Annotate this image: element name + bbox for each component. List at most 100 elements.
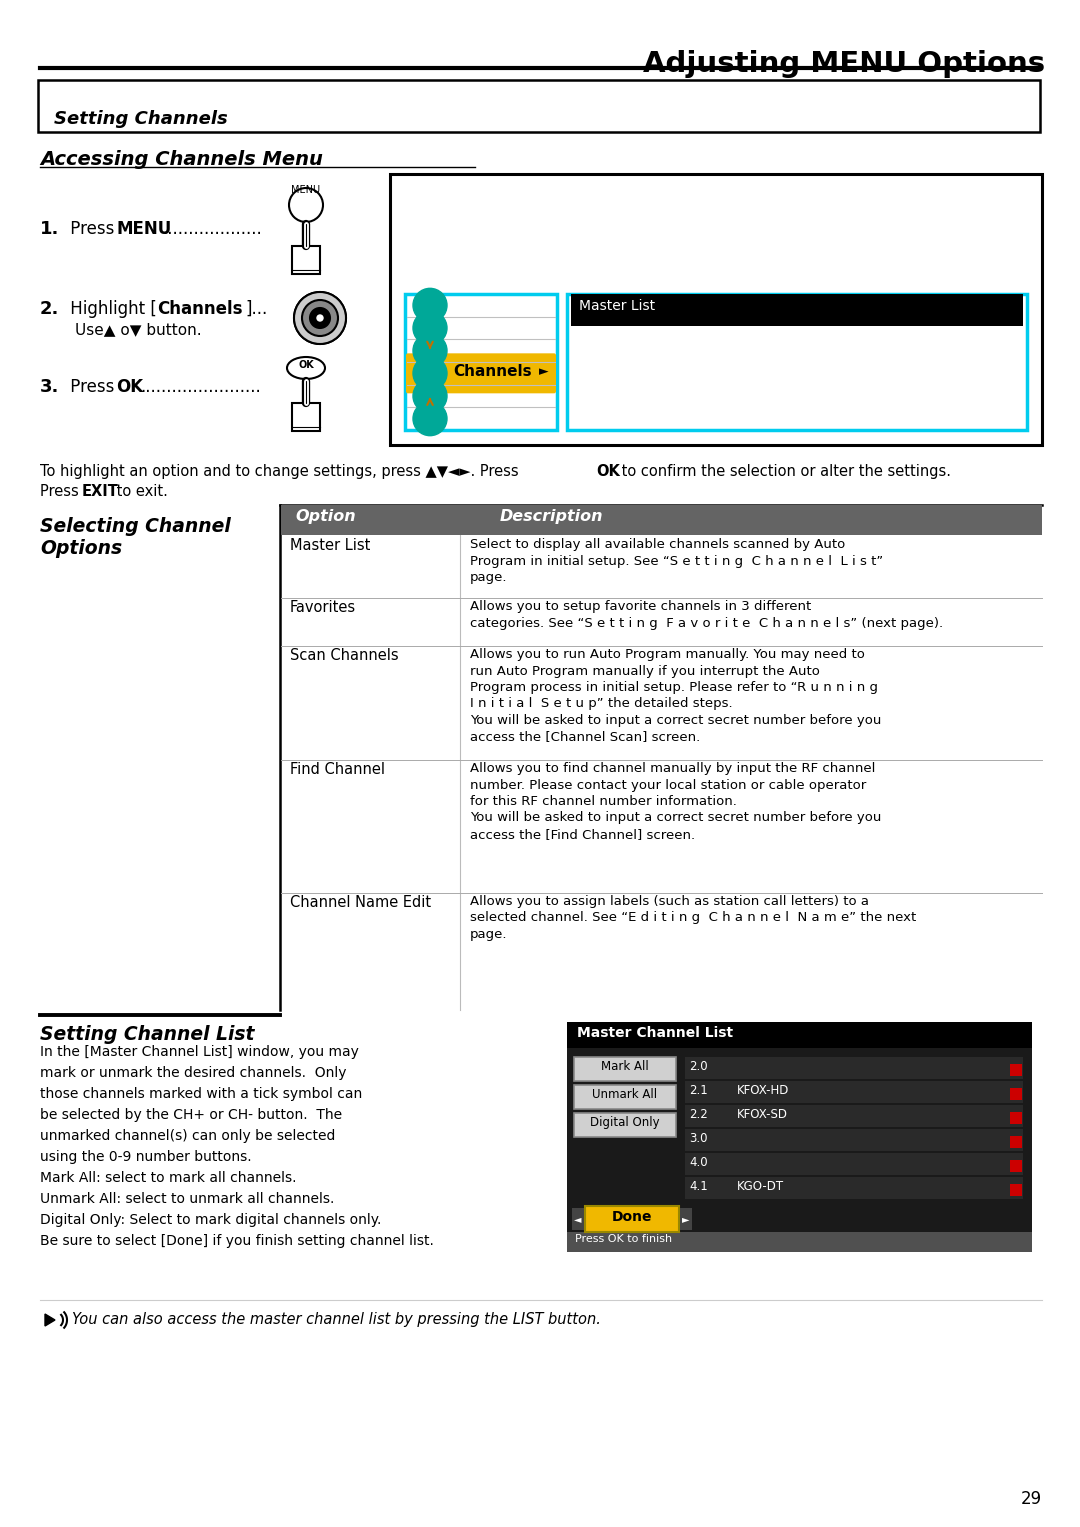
Text: using the 0-9 number buttons.: using the 0-9 number buttons. [40,1150,252,1164]
FancyBboxPatch shape [405,295,557,431]
Text: Select to display all available channels scanned by Auto: Select to display all available channels… [470,538,846,551]
Circle shape [310,308,330,328]
FancyBboxPatch shape [585,1206,679,1232]
Text: Program process in initial setup. Please refer to “R u n n i n g: Program process in initial setup. Please… [470,681,878,693]
FancyBboxPatch shape [1010,1161,1022,1173]
Text: Press: Press [65,220,120,238]
Text: 4.1: 4.1 [689,1180,707,1193]
Text: 4.0: 4.0 [689,1156,707,1170]
Text: Mark All: select to mark all channels.: Mark All: select to mark all channels. [40,1171,297,1185]
Text: Allows you to setup favorite channels in 3 different: Allows you to setup favorite channels in… [470,600,811,612]
Text: MENU: MENU [292,185,321,195]
Text: run Auto Program manually if you interrupt the Auto: run Auto Program manually if you interru… [470,664,820,678]
Text: Adjusting MENU Options: Adjusting MENU Options [643,50,1045,78]
FancyBboxPatch shape [685,1106,1023,1127]
Text: Mark All: Mark All [602,1060,649,1073]
Text: Scan Channels: Scan Channels [291,647,399,663]
Text: Digital Only: Select to mark digital channels only.: Digital Only: Select to mark digital cha… [40,1212,381,1228]
Text: Unmark All: Unmark All [593,1089,658,1101]
Text: 3.: 3. [40,379,59,395]
Text: 2.: 2. [40,299,59,318]
Text: Unmark All: select to unmark all channels.: Unmark All: select to unmark all channel… [40,1193,335,1206]
FancyBboxPatch shape [685,1081,1023,1102]
Circle shape [413,334,447,368]
Text: Press OK to finish: Press OK to finish [575,1234,672,1245]
Text: Press: Press [40,484,83,499]
Text: 1.: 1. [40,220,59,238]
Text: KFOX-SD: KFOX-SD [737,1109,788,1121]
Text: OK: OK [298,360,314,370]
Polygon shape [292,246,320,273]
Text: Highlight [: Highlight [ [65,299,157,318]
FancyBboxPatch shape [573,1057,676,1081]
Text: KFOX-HD: KFOX-HD [737,1084,789,1096]
Circle shape [413,379,447,412]
FancyBboxPatch shape [573,1086,676,1109]
FancyBboxPatch shape [680,1208,692,1231]
Text: Allows you to find channel manually by input the RF channel: Allows you to find channel manually by i… [470,762,876,776]
Text: access the [Find Channel] screen.: access the [Find Channel] screen. [470,828,696,841]
Text: Master Channel List: Master Channel List [577,1026,733,1040]
Circle shape [302,299,338,336]
Text: Setting Channel List: Setting Channel List [40,1025,255,1044]
FancyBboxPatch shape [685,1153,1023,1174]
Text: unmarked channel(s) can only be selected: unmarked channel(s) can only be selected [40,1128,336,1144]
Text: Allows you to run Auto Program manually. You may need to: Allows you to run Auto Program manually.… [470,647,865,661]
Text: Option: Option [295,508,355,524]
Text: You will be asked to input a correct secret number before you: You will be asked to input a correct sec… [470,715,881,727]
Circle shape [413,289,447,322]
Circle shape [294,292,346,344]
FancyBboxPatch shape [567,1048,1032,1248]
Text: to exit.: to exit. [112,484,167,499]
Text: access the [Channel Scan] screen.: access the [Channel Scan] screen. [470,730,700,744]
Text: Accessing Channels Menu: Accessing Channels Menu [40,150,323,169]
Text: 2.2: 2.2 [689,1109,707,1121]
Text: Master List: Master List [291,538,370,553]
Text: Options: Options [40,539,122,557]
FancyBboxPatch shape [406,353,556,394]
FancyBboxPatch shape [567,1022,1032,1048]
Text: You will be asked to input a correct secret number before you: You will be asked to input a correct sec… [470,811,881,825]
Text: Be sure to select [Done] if you finish setting channel list.: Be sure to select [Done] if you finish s… [40,1234,434,1248]
Text: be selected by the CH+ or CH- button.  The: be selected by the CH+ or CH- button. Th… [40,1109,342,1122]
FancyBboxPatch shape [390,174,1042,444]
Text: Allows you to assign labels (such as station call letters) to a: Allows you to assign labels (such as sta… [470,895,869,909]
Polygon shape [292,403,320,431]
FancyBboxPatch shape [571,295,1023,325]
Text: 2.1: 2.1 [689,1084,707,1096]
Text: Channels: Channels [157,299,243,318]
Text: Press: Press [65,379,120,395]
Text: KGO-DT: KGO-DT [737,1180,784,1193]
FancyBboxPatch shape [1010,1183,1022,1196]
Text: categories. See “S e t t i n g  F a v o r i t e  C h a n n e l s” (next page).: categories. See “S e t t i n g F a v o r… [470,617,943,629]
Circle shape [294,292,346,344]
Text: ...................: ................... [162,220,261,238]
Text: ►: ► [539,365,549,377]
FancyBboxPatch shape [1010,1064,1022,1077]
Text: Channel Name Edit: Channel Name Edit [291,895,431,910]
Text: Digital Only: Digital Only [590,1116,660,1128]
Text: to confirm the selection or alter the settings.: to confirm the selection or alter the se… [617,464,951,479]
Circle shape [413,402,447,435]
Text: 29: 29 [1021,1490,1042,1509]
Text: number. Please contact your local station or cable operator: number. Please contact your local statio… [470,779,866,791]
Text: Channels: Channels [453,363,531,379]
Text: Use▲ o▼ button.: Use▲ o▼ button. [75,322,202,337]
Text: Program in initial setup. See “S e t t i n g  C h a n n e l  L i s t”: Program in initial setup. See “S e t t i… [470,554,883,568]
Text: Favorites: Favorites [291,600,356,615]
Text: OK: OK [116,379,144,395]
FancyBboxPatch shape [281,505,1042,534]
Text: EXIT: EXIT [82,484,119,499]
Text: You can also access the master channel list by pressing the LIST button.: You can also access the master channel l… [72,1312,600,1327]
Text: Selecting Channel: Selecting Channel [40,518,231,536]
Circle shape [413,312,447,345]
FancyBboxPatch shape [38,79,1040,131]
Polygon shape [45,1315,55,1325]
Text: selected channel. See “E d i t i n g  C h a n n e l  N a m e” the next: selected channel. See “E d i t i n g C h… [470,912,916,924]
Text: Description: Description [500,508,604,524]
FancyBboxPatch shape [1010,1136,1022,1148]
Text: I n i t i a l  S e t u p” the detailed steps.: I n i t i a l S e t u p” the detailed st… [470,698,732,710]
FancyBboxPatch shape [573,1113,676,1138]
Text: Setting Channels: Setting Channels [54,110,228,128]
Text: Master List: Master List [579,299,656,313]
